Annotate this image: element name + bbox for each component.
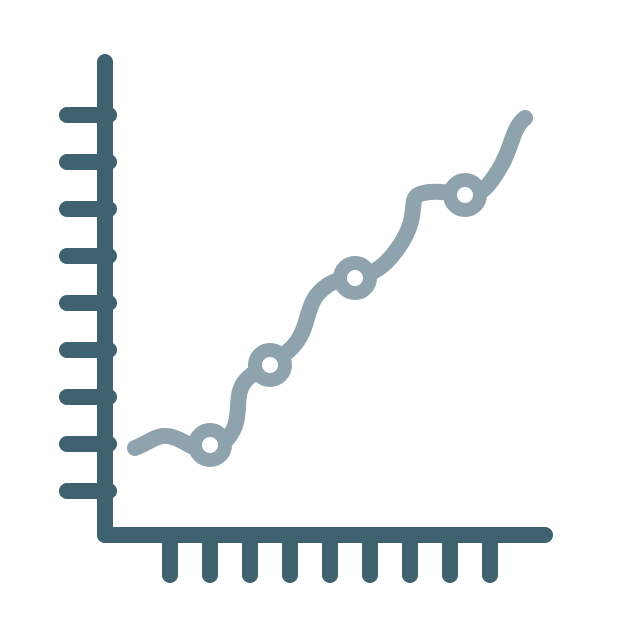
data-point-marker [340,263,370,293]
data-point-marker [450,180,480,210]
line-chart-icon [0,0,626,626]
data-point-marker [195,430,225,460]
data-point-marker [255,350,285,380]
